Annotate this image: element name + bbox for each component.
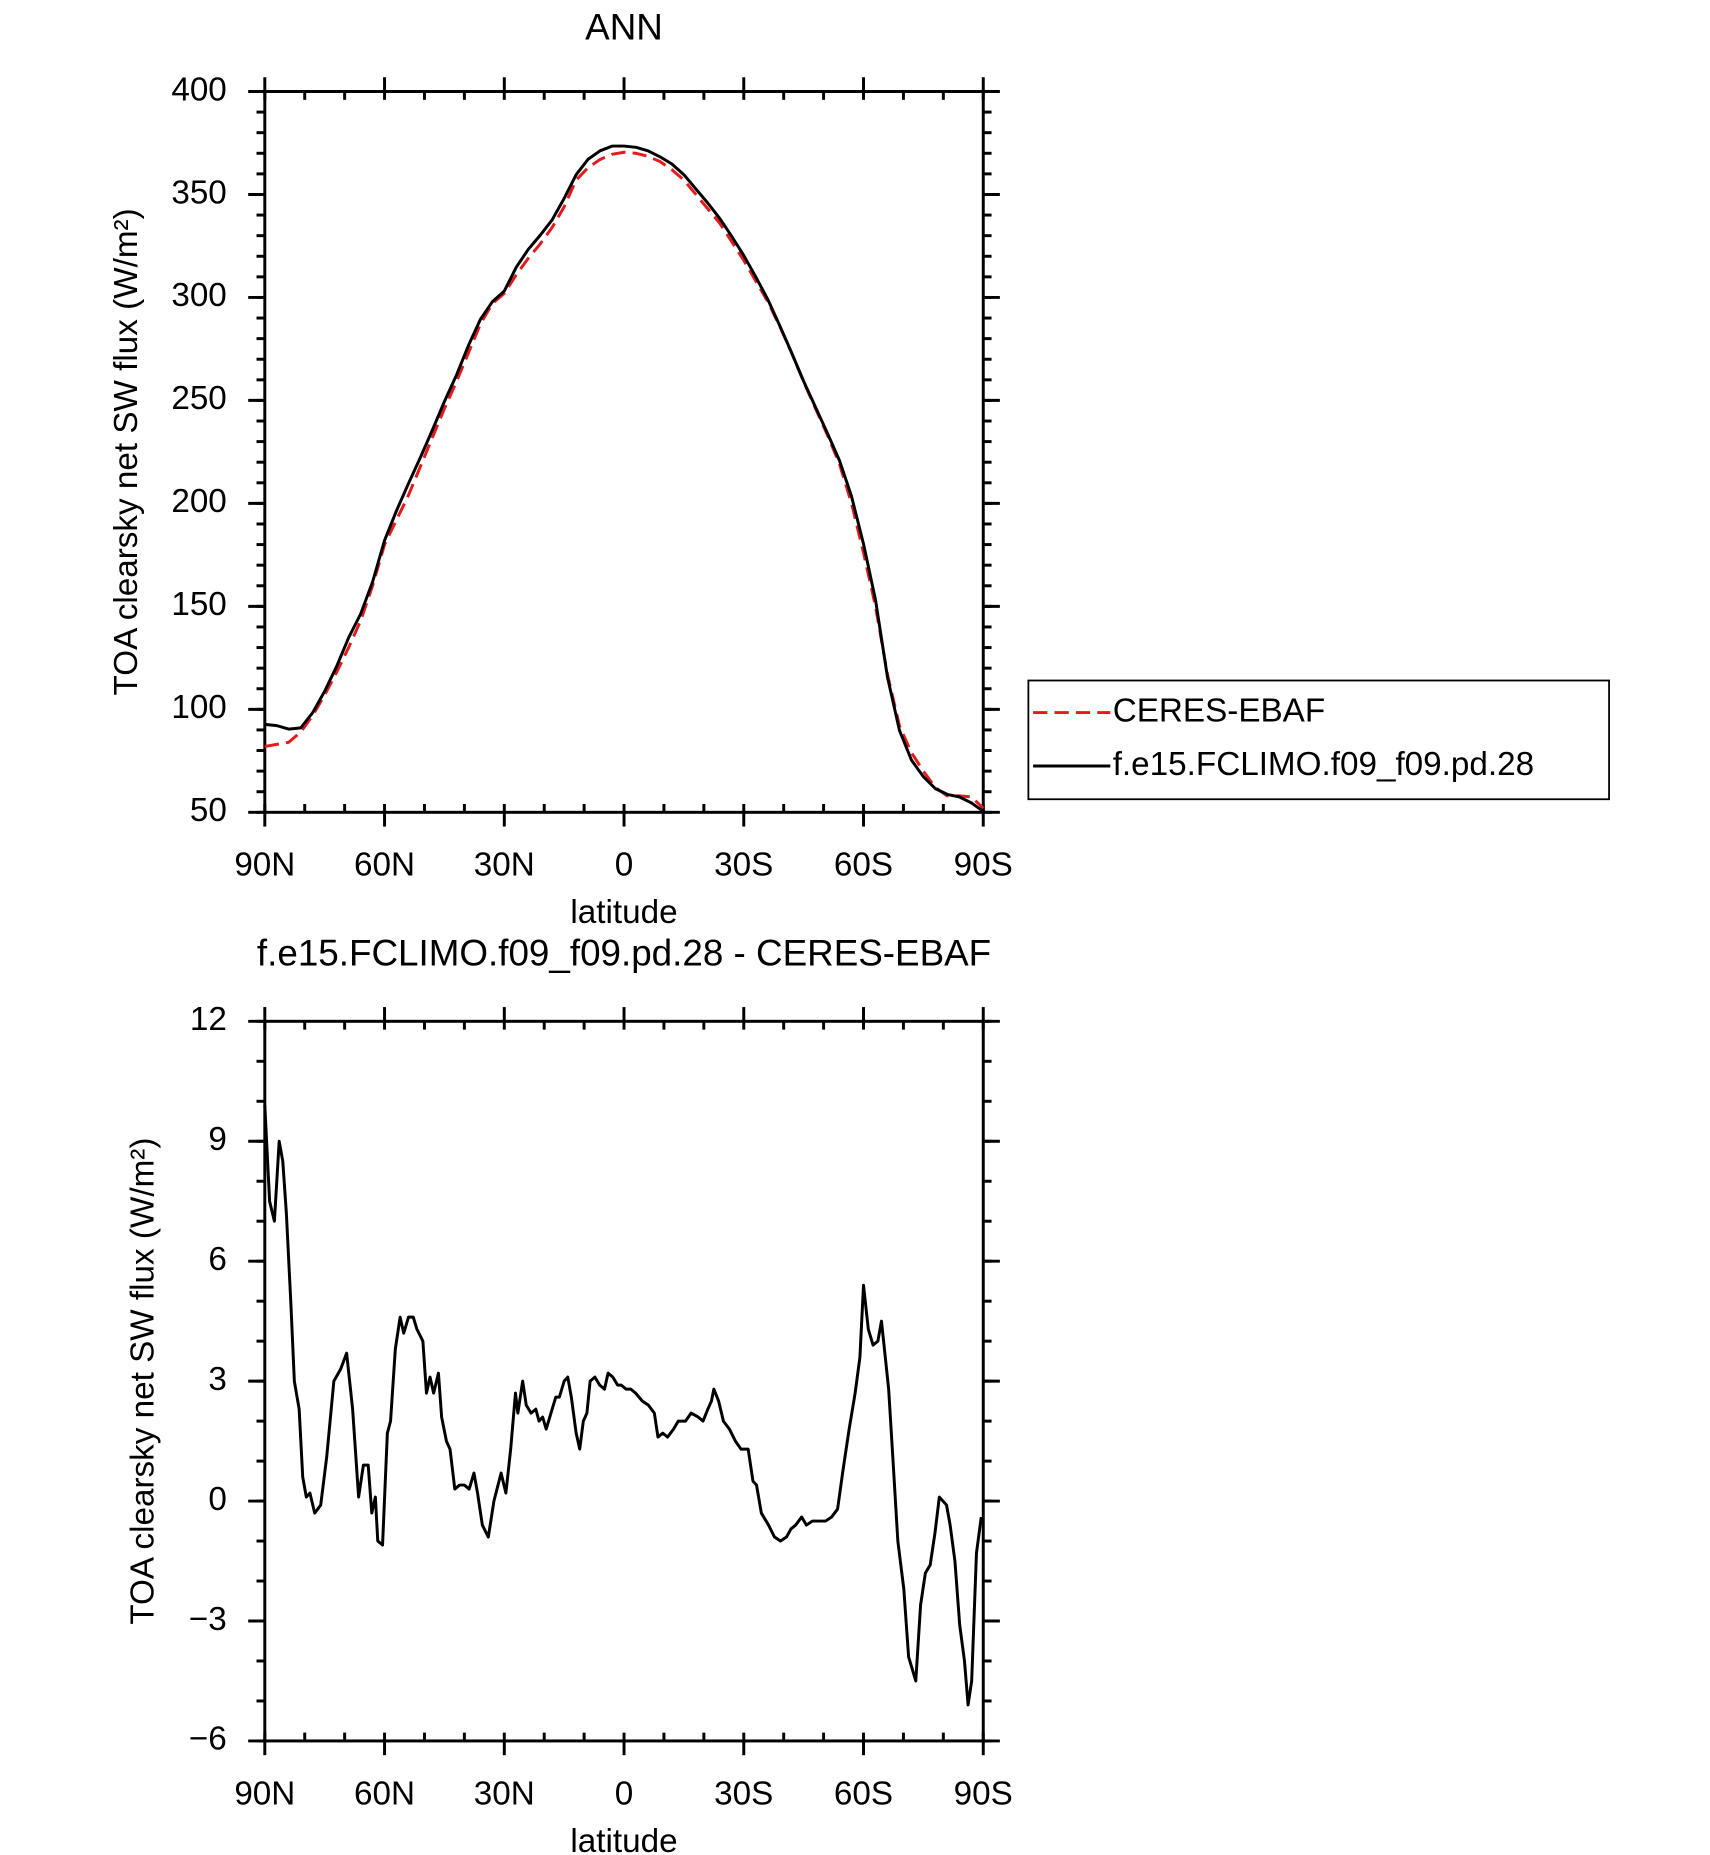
data-line — [263, 1105, 983, 1707]
x-tick-label: 60S — [834, 1775, 893, 1812]
y-tick-label: −3 — [189, 1601, 227, 1638]
x-tick-label: 0 — [615, 1775, 633, 1812]
y-tick-label: 12 — [190, 1001, 227, 1038]
y-tick-label: 9 — [208, 1121, 227, 1158]
x-tick-label: 60N — [354, 847, 415, 884]
plot-frame — [263, 90, 985, 814]
y-axis-label: TOA clearsky net SW flux (W/m²) — [125, 1138, 162, 1625]
data-line — [264, 144, 985, 813]
x-axis-label: latitude — [570, 1823, 677, 1855]
y-tick-label: 150 — [171, 586, 226, 623]
x-tick-label: 0 — [615, 847, 633, 884]
legend-box — [1027, 679, 1610, 801]
y-tick-label: 400 — [171, 71, 226, 108]
plot-frame — [263, 1019, 985, 1743]
y-tick-label: 100 — [171, 689, 226, 726]
chart-title: ANN — [585, 6, 663, 47]
y-tick-label: 6 — [208, 1241, 227, 1278]
x-tick-label: 90N — [234, 847, 295, 884]
y-tick-label: 250 — [171, 380, 226, 417]
x-tick-label: 30N — [474, 1775, 535, 1812]
legend-label: f.e15.FCLIMO.f09_f09.pd.28 — [1113, 746, 1534, 783]
x-tick-label: 60N — [354, 1775, 415, 1812]
x-tick-label: 30S — [714, 1775, 773, 1812]
y-tick-label: 200 — [171, 483, 226, 520]
chart-title: f.e15.FCLIMO.f09_f09.pd.28 - CERES-EBAF — [257, 933, 991, 974]
x-tick-label: 90N — [234, 1775, 295, 1812]
y-tick-label: 0 — [208, 1481, 227, 1518]
y-axis-label: TOA clearsky net SW flux (W/m²) — [108, 208, 145, 695]
y-tick-label: 3 — [208, 1361, 227, 1398]
data-line — [264, 150, 985, 810]
y-tick-label: 350 — [171, 174, 226, 211]
legend-label: CERES-EBAF — [1113, 692, 1325, 729]
y-tick-label: 300 — [171, 277, 226, 314]
x-axis-label: latitude — [570, 894, 677, 931]
x-tick-label: 90S — [954, 1775, 1013, 1812]
x-tick-label: 30S — [714, 847, 773, 884]
y-tick-label: −6 — [189, 1721, 227, 1758]
x-tick-label: 60S — [834, 847, 893, 884]
x-tick-label: 30N — [474, 847, 535, 884]
y-tick-label: 50 — [190, 792, 227, 829]
x-tick-label: 90S — [954, 847, 1013, 884]
